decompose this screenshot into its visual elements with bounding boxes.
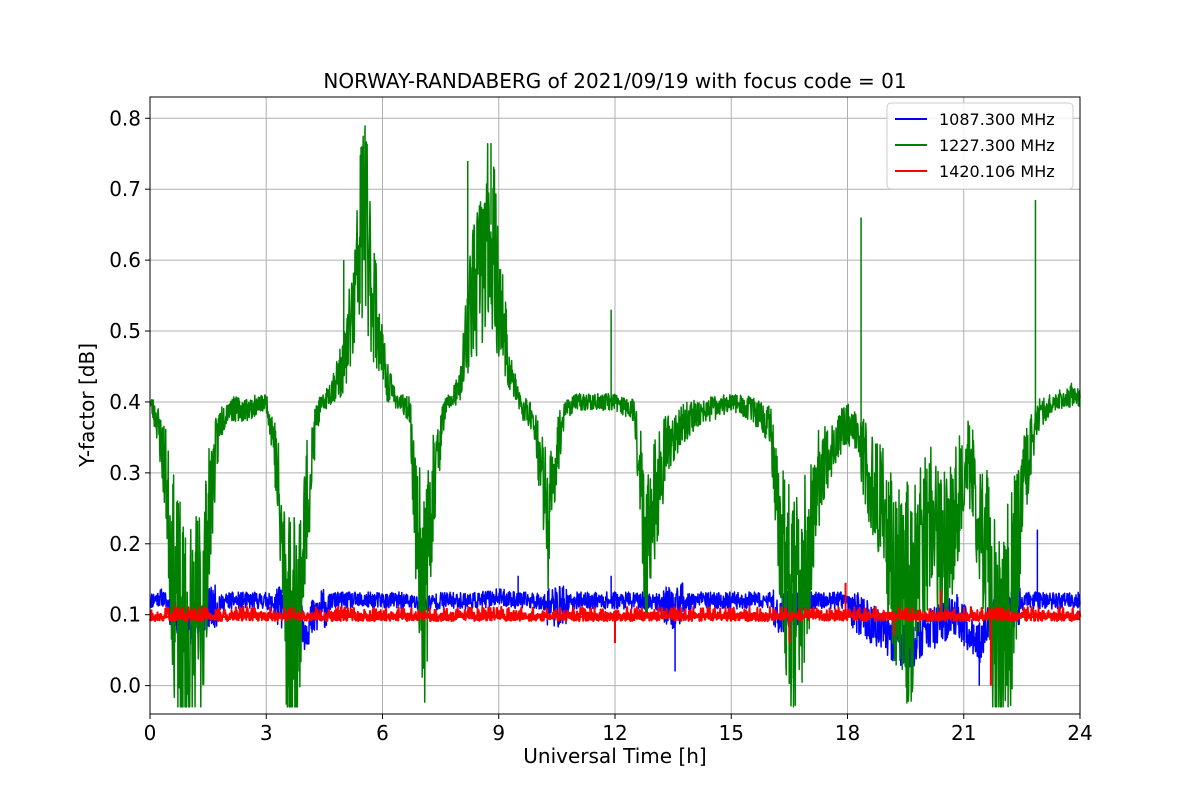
y-tick-label: 0.0 xyxy=(109,674,141,698)
y-tick-label: 0.6 xyxy=(109,248,141,272)
x-tick-label: 24 xyxy=(1067,721,1092,745)
y-tick-label: 0.8 xyxy=(109,106,141,130)
y-tick-label: 0.5 xyxy=(109,319,141,343)
x-tick-label: 6 xyxy=(376,721,389,745)
series-2 xyxy=(149,582,1081,686)
legend-box xyxy=(886,102,1074,190)
legend: 1087.300 MHz 1227.300 MHz 1420.106 MHz xyxy=(886,102,1074,190)
x-tick-label: 12 xyxy=(602,721,627,745)
series-layer xyxy=(149,125,1081,708)
y-tick-label: 0.2 xyxy=(109,532,141,556)
y-tick-label: 0.3 xyxy=(109,461,141,485)
series-1 xyxy=(149,125,1081,708)
y-axis-label: Y-factor [dB] xyxy=(75,343,99,468)
x-tick-label: 15 xyxy=(719,721,744,745)
x-tick-label: 18 xyxy=(835,721,860,745)
x-tick-label: 3 xyxy=(260,721,273,745)
y-tick-label: 0.7 xyxy=(109,177,141,201)
y-tick-label: 0.1 xyxy=(109,603,141,627)
y-axis-ticks: 0.0 0.1 0.2 0.3 0.4 0.5 0.6 0.7 0.8 xyxy=(109,106,150,698)
chart-title: NORWAY-RANDABERG of 2021/09/19 with focu… xyxy=(323,69,906,93)
x-tick-label: 9 xyxy=(492,721,505,745)
x-axis-label: Universal Time [h] xyxy=(523,744,706,768)
x-axis-ticks: 0 3 6 9 12 15 18 21 24 xyxy=(144,714,1093,745)
legend-label: 1227.300 MHz xyxy=(939,136,1055,155)
legend-label: 1420.106 MHz xyxy=(939,162,1055,181)
y-tick-label: 0.4 xyxy=(109,390,141,414)
series-line xyxy=(149,125,1081,708)
series-line xyxy=(149,582,1081,686)
x-tick-label: 0 xyxy=(144,721,157,745)
legend-label: 1087.300 MHz xyxy=(939,110,1055,129)
x-tick-label: 21 xyxy=(951,721,976,745)
